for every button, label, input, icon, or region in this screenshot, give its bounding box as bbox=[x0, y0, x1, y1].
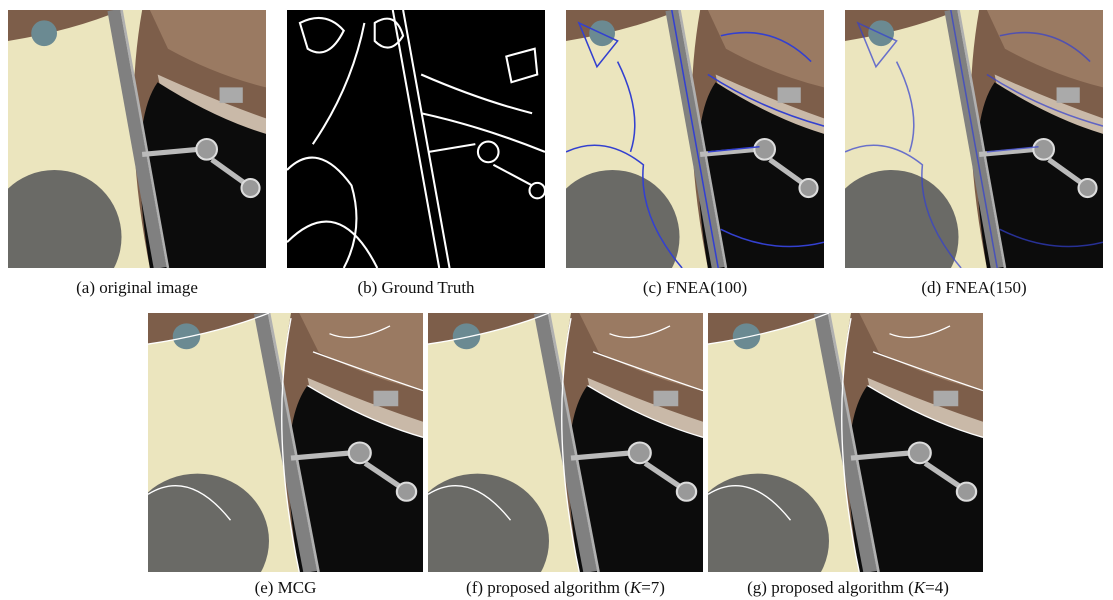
image-panel bbox=[428, 313, 703, 572]
caption-text: (e) MCG bbox=[255, 578, 317, 597]
figure: (a) original image (b) Ground Truth (c) … bbox=[0, 0, 1113, 600]
caption-italic: K bbox=[914, 578, 925, 597]
image-panel bbox=[566, 10, 824, 268]
caption-text: (g) proposed algorithm ( bbox=[747, 578, 914, 597]
caption-text: (d) FNEA(150) bbox=[921, 278, 1026, 297]
caption-italic: K bbox=[630, 578, 641, 597]
image-panel bbox=[708, 313, 983, 572]
caption: (c) FNEA(100) bbox=[566, 278, 824, 298]
caption: (f) proposed algorithm (K=7) bbox=[418, 578, 713, 598]
image-panel bbox=[148, 313, 423, 572]
caption: (d) FNEA(150) bbox=[845, 278, 1103, 298]
image-panel bbox=[845, 10, 1103, 268]
caption: (b) Ground Truth bbox=[287, 278, 545, 298]
caption-text: (c) FNEA(100) bbox=[643, 278, 747, 297]
caption: (a) original image bbox=[8, 278, 266, 298]
caption: (e) MCG bbox=[148, 578, 423, 598]
image-panel bbox=[287, 10, 545, 268]
caption-text: =7) bbox=[641, 578, 665, 597]
caption: (g) proposed algorithm (K=4) bbox=[703, 578, 993, 598]
caption-text: (f) proposed algorithm ( bbox=[466, 578, 630, 597]
image-panel bbox=[8, 10, 266, 268]
caption-text: (a) original image bbox=[76, 278, 198, 297]
caption-text: (b) Ground Truth bbox=[357, 278, 474, 297]
caption-text: =4) bbox=[925, 578, 949, 597]
